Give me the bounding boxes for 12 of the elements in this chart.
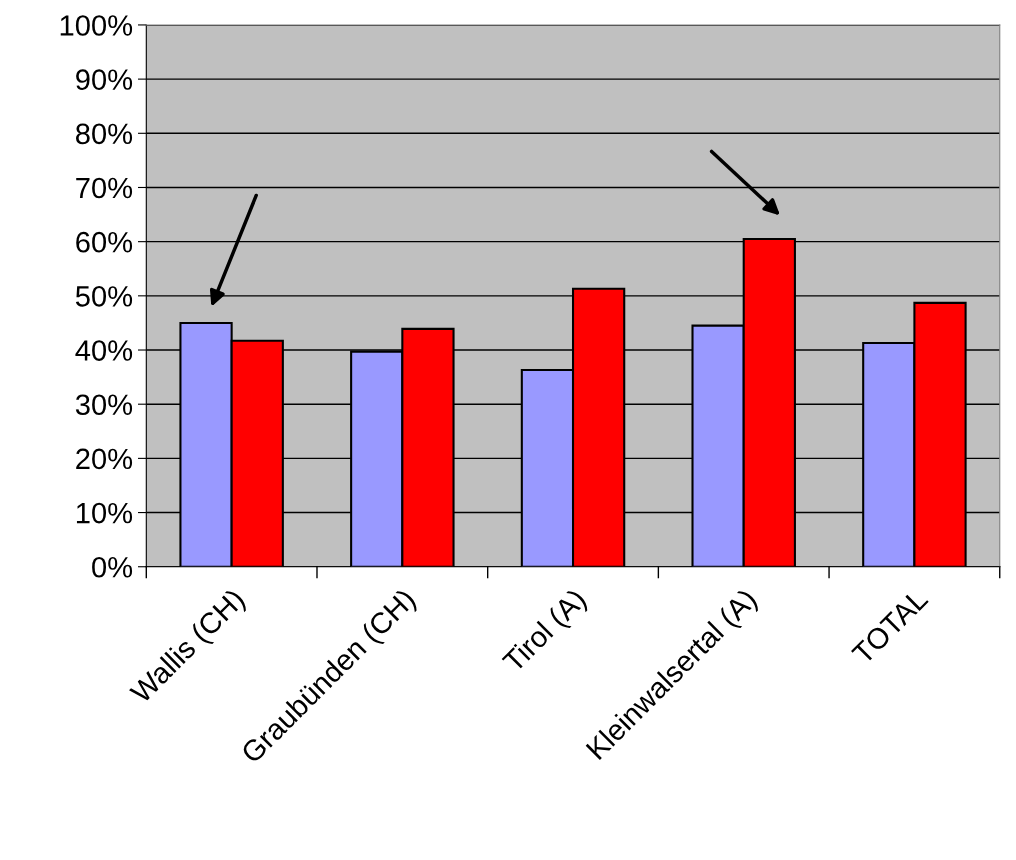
y-tick-label: 20% bbox=[76, 448, 133, 470]
y-tick-label: 80% bbox=[76, 123, 133, 145]
y-tick-label: 40% bbox=[75, 340, 133, 361]
y-tick-label: 30% bbox=[75, 394, 133, 416]
y-tick-label: 0% bbox=[92, 556, 133, 578]
y-tick-label: 90% bbox=[76, 69, 133, 90]
y-tick-label: 60% bbox=[76, 231, 133, 253]
y-tick-label: 70% bbox=[76, 177, 133, 199]
y-tick-label: 50% bbox=[75, 286, 133, 307]
y-tick-label: 100% bbox=[60, 15, 133, 36]
y-tick-label: 10% bbox=[76, 502, 133, 524]
x-tick-label: Tirol (A) bbox=[500, 587, 591, 678]
